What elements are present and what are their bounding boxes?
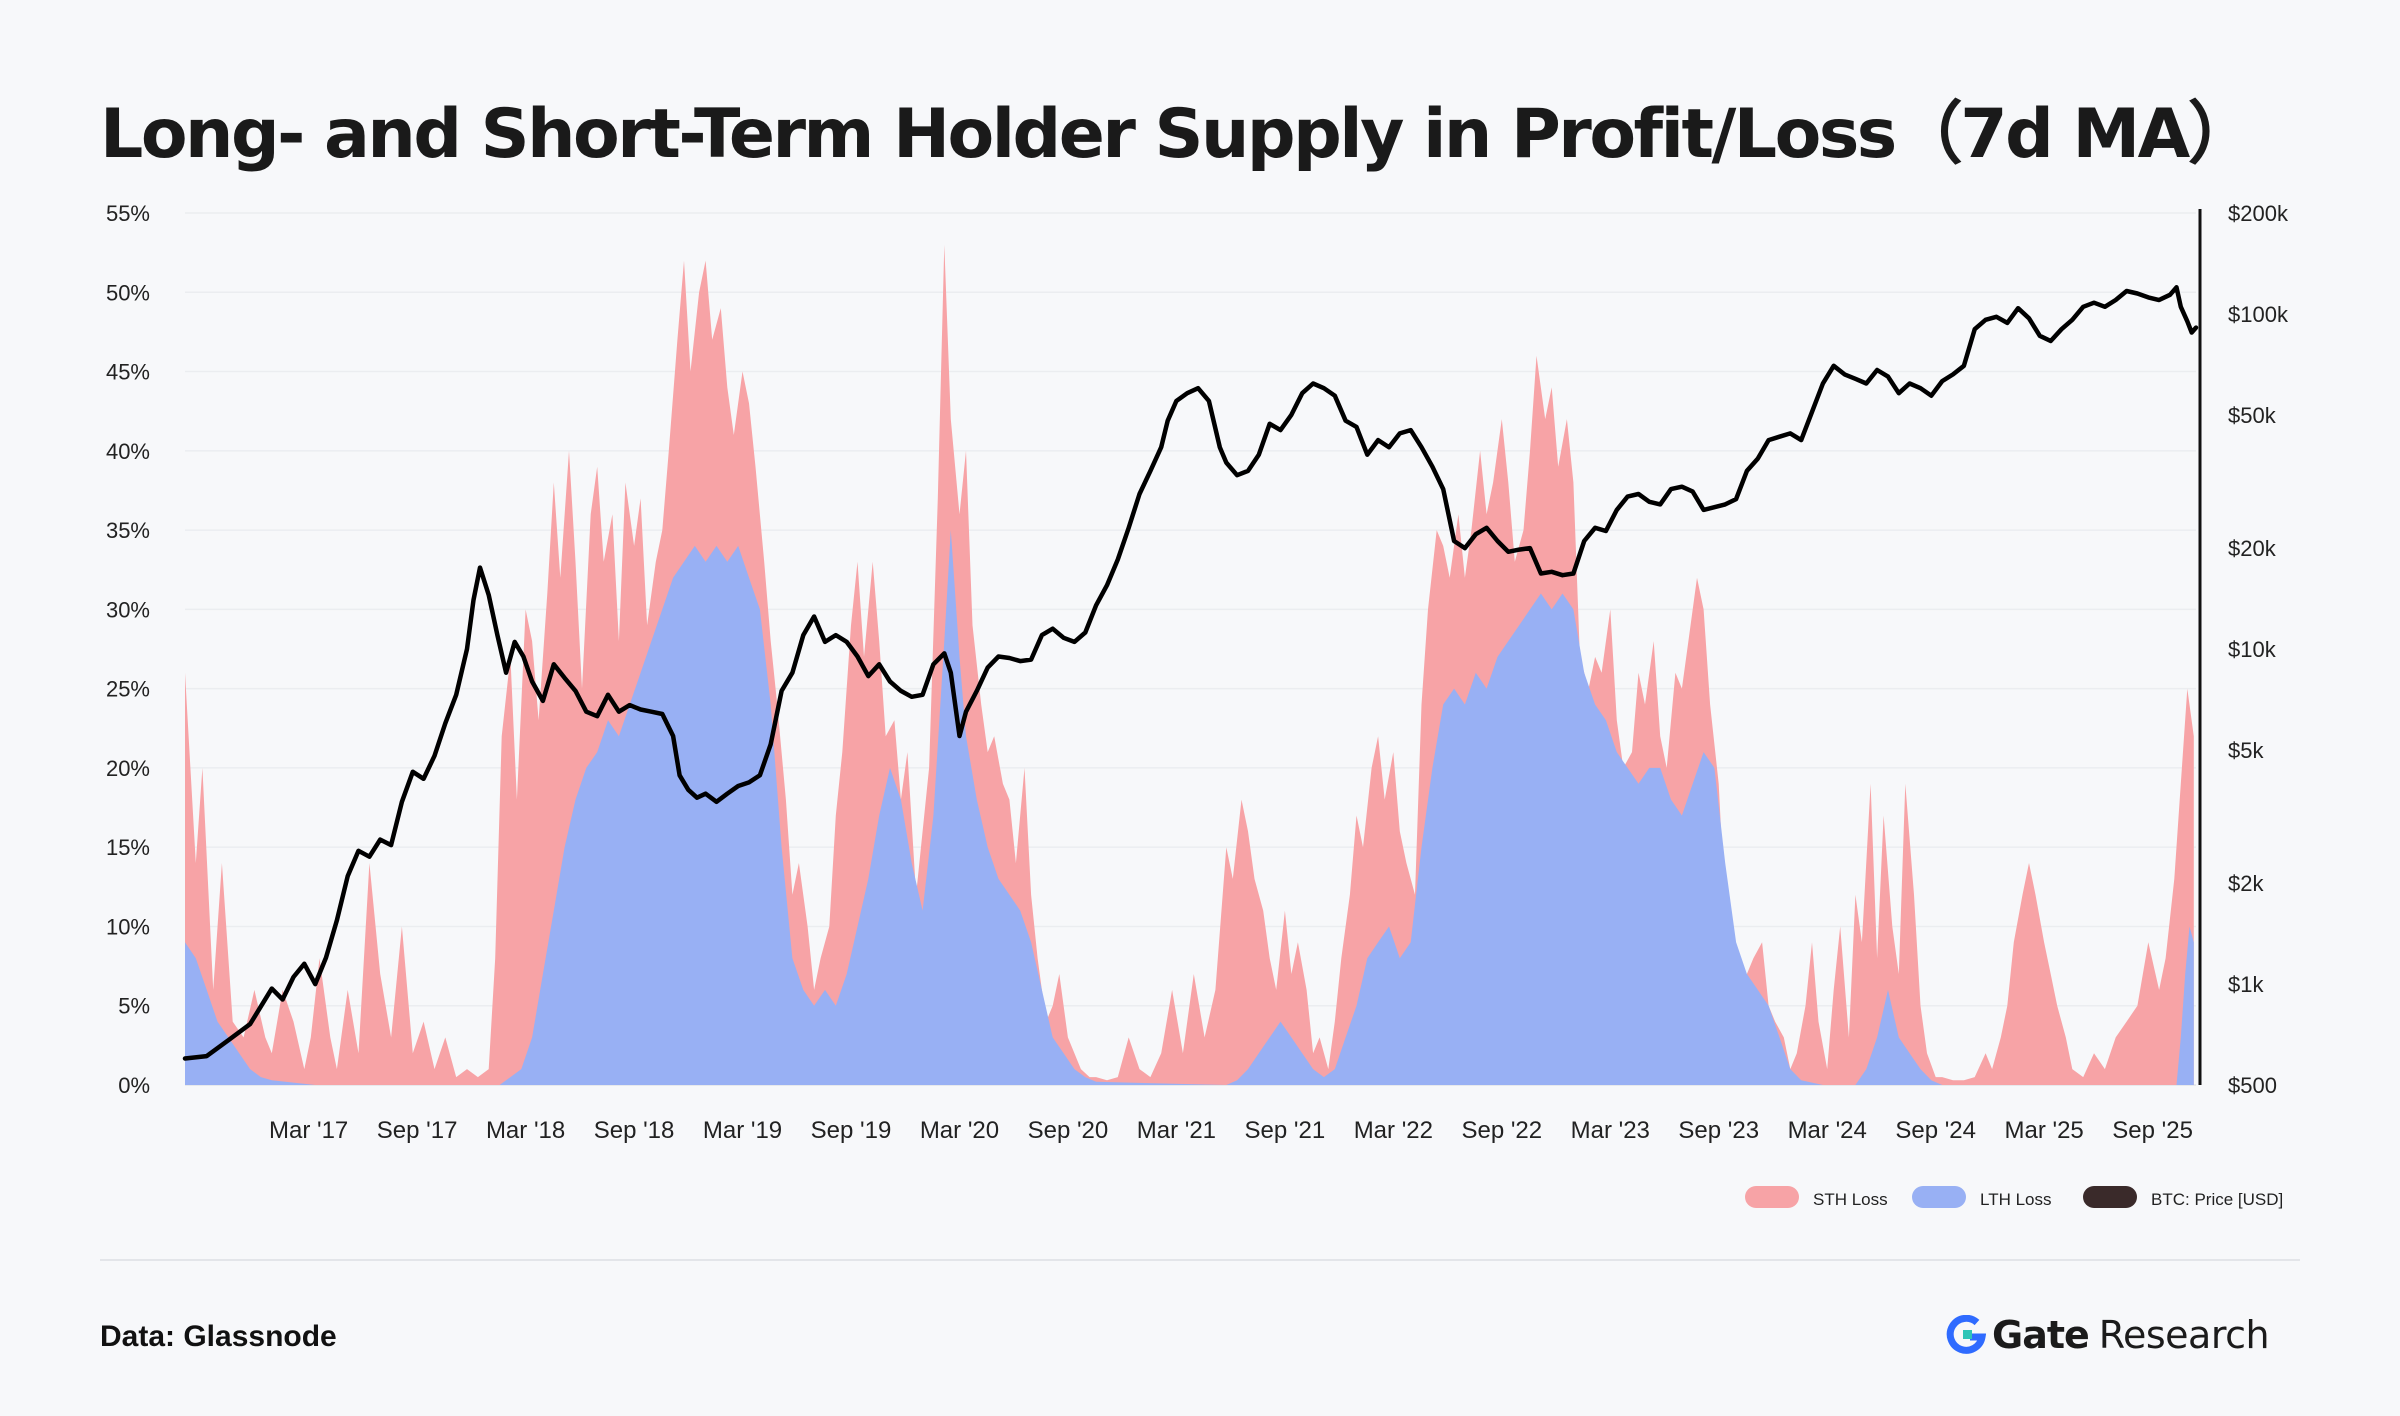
x-tick-label: Mar '24 — [1788, 1117, 1867, 1144]
x-tick-label: Mar '23 — [1571, 1117, 1650, 1144]
y-left-tick-label: 10% — [106, 914, 150, 939]
y-left-tick-label: 5% — [118, 994, 150, 1019]
y-right-tick-label: $20k — [2228, 536, 2277, 561]
legend-label-lth: LTH Loss — [1980, 1190, 2052, 1209]
y-left-tick-label: 25% — [106, 677, 150, 702]
data-source: Data: Glassnode — [100, 1320, 337, 1353]
y-left-tick-label: 30% — [106, 597, 150, 622]
lth-loss-area — [185, 530, 2194, 1085]
sth-loss-area — [185, 244, 2194, 1085]
footer-divider — [100, 1259, 2300, 1261]
y-right-tick-label: $2k — [2228, 871, 2264, 896]
x-tick-label: Mar '25 — [2005, 1117, 2084, 1144]
legend-label-sth: STH Loss — [1813, 1190, 1888, 1209]
y-left-tick-label: 40% — [106, 439, 150, 464]
legend: STH Loss LTH Loss BTC: Price [USD] — [1745, 1186, 2283, 1209]
y-right-tick-label: $100k — [2228, 302, 2289, 327]
y-left-tick-label: 20% — [106, 756, 150, 781]
area-series — [185, 244, 2194, 1085]
gate-logo-icon — [1946, 1315, 1986, 1354]
x-tick-label: Mar '20 — [920, 1117, 999, 1144]
y-right-tick-label: $500 — [2228, 1073, 2277, 1098]
brand-suffix: Research — [2098, 1313, 2270, 1357]
y-left-tick-label: 50% — [106, 280, 150, 305]
brand-name: Gate — [1992, 1313, 2090, 1357]
x-tick-label: Mar '22 — [1354, 1117, 1433, 1144]
x-tick-label: Mar '21 — [1137, 1117, 1216, 1144]
x-tick-label: Sep '22 — [1461, 1117, 1542, 1144]
y-right-tick-label: $5k — [2228, 738, 2264, 763]
btc-price-line — [182, 285, 2199, 1061]
y-left-tick-label: 0% — [118, 1073, 150, 1098]
y-left-tick-label: 15% — [106, 835, 150, 860]
chart-title: Long- and Short-Term Holder Supply in Pr… — [100, 95, 2256, 174]
x-tick-label: Mar '18 — [486, 1117, 565, 1144]
x-tick-label: Mar '19 — [703, 1117, 782, 1144]
x-tick-label: Sep '19 — [811, 1117, 892, 1144]
x-tick-label: Sep '18 — [594, 1117, 675, 1144]
legend-swatch-sth — [1745, 1186, 1799, 1208]
legend-label-price: BTC: Price [USD] — [2151, 1190, 2283, 1209]
y-right-tick-label: $10k — [2228, 637, 2277, 662]
y-right-tick-label: $200k — [2228, 201, 2289, 226]
y-right-tick-label: $50k — [2228, 403, 2277, 428]
x-tick-label: Sep '17 — [377, 1117, 458, 1144]
price-series — [182, 285, 2199, 1061]
legend-swatch-price — [2083, 1186, 2137, 1208]
x-tick-label: Sep '21 — [1245, 1117, 1326, 1144]
x-tick-label: Sep '23 — [1678, 1117, 1759, 1144]
x-tick-label: Sep '24 — [1895, 1117, 1976, 1144]
axes: 0% 5% 10% 15% 20% 25% 30% 35% 40% 45% 50% 55% $500 $1… — [106, 201, 2289, 1144]
x-tick-label: Mar '17 — [269, 1117, 348, 1144]
y-left-tick-label: 55% — [106, 201, 150, 226]
x-tick-label: Sep '20 — [1028, 1117, 1109, 1144]
y-left-tick-label: 35% — [106, 518, 150, 543]
x-tick-label: Sep '25 — [2112, 1117, 2193, 1144]
brand: Gate Research — [1946, 1310, 2270, 1360]
legend-swatch-lth — [1912, 1186, 1966, 1208]
y-left-tick-label: 45% — [106, 360, 150, 385]
y-right-tick-label: $1k — [2228, 972, 2264, 997]
